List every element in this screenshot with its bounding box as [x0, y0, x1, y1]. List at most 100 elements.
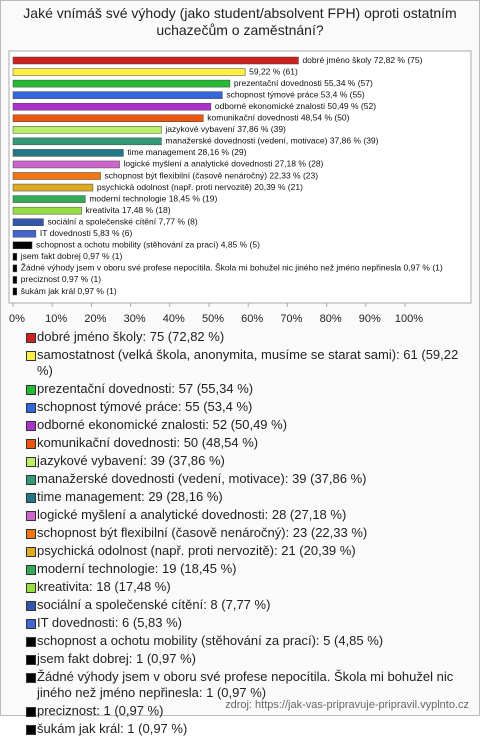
x-tick-label: 10%	[45, 313, 67, 325]
legend-label: manažerské dovednosti (vedení, motivace)…	[37, 471, 367, 486]
legend-label: time management: 29 (28,16 %)	[37, 489, 223, 504]
legend-marker	[26, 333, 36, 343]
legend-label: schopnost a ochotu mobility (stěhování z…	[37, 633, 384, 648]
bar	[12, 172, 101, 180]
x-tick-label: 40%	[163, 313, 185, 325]
bar	[12, 102, 212, 111]
data-label: psychická odolnost (např. proti nervozit…	[97, 182, 303, 192]
legend-label: prezentační dovednosti: 57 (55,34 %)	[37, 381, 254, 396]
legend-item: dobré jméno školy: 75 (72,82 %)	[26, 329, 473, 345]
data-label: moderní technologie 18,45 % (19)	[89, 193, 217, 203]
x-tick-label: 0%	[9, 313, 25, 325]
bar	[12, 68, 246, 76]
legend-label: sociální a společenské cítění: 8 (7,77 %…	[37, 597, 271, 612]
legend-label: kreativita: 18 (17,48 %)	[37, 579, 171, 594]
legend-item: prezentační dovednosti: 57 (55,34 %)	[26, 381, 473, 397]
x-tick-label: 20%	[84, 313, 106, 325]
bar	[12, 195, 86, 203]
data-label: jazykové vybavení 37,86 % (39)	[164, 124, 286, 134]
bar	[12, 264, 18, 273]
legend-marker	[26, 385, 36, 395]
legend-item: Žádné výhody jsem v oboru své profese ne…	[26, 669, 473, 701]
legend-label: jazykové vybavení: 39 (37,86 %)	[37, 453, 225, 468]
bar	[12, 126, 162, 134]
x-tick-label: 100%	[395, 313, 423, 325]
legend-label: samostatnost (velká škola, anonymita, mu…	[37, 347, 459, 378]
legend-label: jsem fakt dobrej: 1 (0,97 %)	[37, 651, 196, 666]
legend-marker	[26, 439, 36, 449]
legend-item: manažerské dovednosti (vedení, motivace)…	[26, 471, 473, 487]
data-label: time management 28,16 % (29)	[127, 147, 246, 157]
legend-label: schopnost týmové práce: 55 (53,4 %)	[37, 399, 253, 414]
legend-item: moderní technologie: 19 (18,45 %)	[26, 561, 473, 577]
x-tick-label: 30%	[124, 313, 146, 325]
legend-label: moderní technologie: 19 (18,45 %)	[37, 561, 237, 576]
bar	[12, 241, 33, 250]
data-label: odborné ekonomické znalosti 50,49 % (52)	[215, 101, 376, 111]
legend-label: logické myšlení a analytické dovednosti:…	[37, 507, 347, 522]
bar	[12, 137, 162, 146]
legend-marker	[26, 457, 36, 467]
data-label: jsem fakt dobrej 0,97 % (1)	[20, 251, 123, 261]
legend-item: psychická odolnost (např. proti nervozit…	[26, 543, 473, 559]
legend-marker	[26, 619, 36, 629]
legend-item: jazykové vybavení: 39 (37,86 %)	[26, 453, 473, 469]
bar	[12, 206, 82, 215]
chart-title: Jaké vnímáš své výhody (jako student/abs…	[23, 5, 457, 38]
legend-marker	[26, 547, 36, 557]
x-tick-label: 70%	[280, 313, 302, 325]
x-tick-label: 60%	[241, 313, 263, 325]
data-label: kreativita 17,48 % (18)	[86, 205, 171, 215]
legend-marker	[26, 511, 36, 521]
bar	[12, 230, 37, 238]
bar	[12, 287, 18, 296]
x-tick-label: 80%	[320, 313, 342, 325]
legend-label: IT dovednosti: 6 (5,83 %)	[37, 615, 183, 630]
x-tick-label: 90%	[359, 313, 381, 325]
legend-item: komunikační dovednosti: 50 (48,54 %)	[26, 435, 473, 451]
data-label: komunikační dovednosti 48,54 % (50)	[207, 113, 349, 123]
chart: dobré jméno školy 72,82 % (75) 59,22 % (6…	[8, 50, 472, 325]
data-label: logické myšlení a analytické dovednosti …	[124, 159, 324, 169]
bar	[12, 114, 204, 122]
legend-item: šukám jak král: 1 (0,97 %)	[26, 721, 473, 737]
data-label: schopnost týmové práce 53,4 % (55)	[226, 89, 365, 99]
legend-marker	[26, 351, 36, 361]
bar	[12, 160, 120, 169]
bar	[12, 79, 231, 88]
legend-item: jsem fakt dobrej: 1 (0,97 %)	[26, 651, 473, 667]
legend-label: komunikační dovednosti: 50 (48,54 %)	[37, 435, 259, 450]
legend-marker	[26, 601, 36, 611]
legend-label: šukám jak král: 1 (0,97 %)	[37, 721, 188, 736]
x-tick-label: 50%	[202, 313, 224, 325]
legend-marker	[26, 403, 36, 413]
legend-marker	[26, 475, 36, 485]
legend-item: time management: 29 (28,16 %)	[26, 489, 473, 505]
legend-item: logické myšlení a analytické dovednosti:…	[26, 507, 473, 523]
legend-marker	[26, 637, 36, 647]
legend-item: schopnost být flexibilní (časově nenároč…	[26, 525, 473, 541]
bar	[12, 149, 124, 157]
data-label: prezentační dovednosti 55,34 % (57)	[234, 78, 373, 88]
source: zdroj: https://jak-vas-pripravuje-pripra…	[225, 699, 469, 711]
bar	[12, 276, 18, 284]
legend-item: schopnost a ochotu mobility (stěhování z…	[26, 633, 473, 649]
legend-label: preciznost: 1 (0,97 %)	[37, 703, 164, 718]
data-label: schopnost a ochotu mobility (stěhování z…	[36, 240, 260, 250]
bar	[12, 253, 18, 261]
legend: dobré jméno školy: 75 (72,82 %) samostatn…	[26, 329, 473, 739]
data-label: manažerské dovednosti (vedení, motivace)…	[165, 136, 378, 146]
legend-label: dobré jméno školy: 75 (72,82 %)	[37, 329, 225, 344]
legend-marker	[26, 529, 36, 539]
legend-marker	[26, 493, 36, 503]
legend-label: Žádné výhody jsem v oboru své profese ne…	[37, 669, 454, 700]
legend-item: samostatnost (velká škola, anonymita, mu…	[26, 347, 473, 379]
data-label: IT dovednosti 5,83 % (6)	[40, 228, 133, 238]
bar	[12, 56, 299, 65]
legend-item: kreativita: 18 (17,48 %)	[26, 579, 473, 595]
legend-marker	[26, 655, 36, 665]
legend-marker	[26, 725, 36, 735]
data-label: šukám jak král 0,97 % (1)	[21, 286, 117, 296]
data-label: schopnost být flexibilní (časově nenároč…	[105, 170, 319, 180]
